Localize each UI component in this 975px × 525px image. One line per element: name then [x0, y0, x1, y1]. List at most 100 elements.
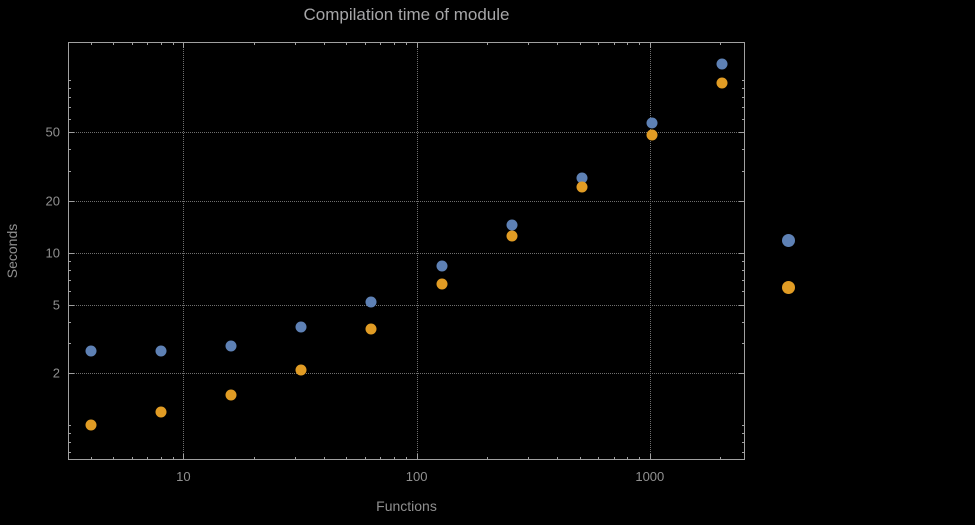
axis-tick [68, 269, 71, 271]
axis-tick [739, 132, 745, 134]
axis-tick [68, 321, 71, 323]
axis-tick [405, 457, 407, 460]
axis-tick [627, 457, 629, 460]
axis-tick [742, 107, 745, 109]
axis-tick [742, 433, 745, 435]
axis-tick [719, 457, 721, 460]
axis-tick [393, 457, 395, 460]
axis-tick [639, 42, 641, 45]
data-point-series-blue [506, 219, 518, 231]
data-point-series-orange [295, 364, 307, 376]
axis-tick [598, 42, 600, 45]
axis-tick [527, 457, 529, 460]
axis-tick [380, 42, 382, 45]
gridline-y [68, 304, 745, 306]
y-tick-label: 5 [52, 297, 60, 313]
axis-tick [579, 42, 581, 45]
axis-tick [739, 252, 745, 254]
data-point-series-blue [646, 117, 658, 129]
axis-tick [649, 42, 651, 48]
axis-tick [160, 457, 162, 460]
axis-tick [346, 42, 348, 45]
axis-tick [742, 260, 745, 262]
axis-tick [68, 452, 71, 454]
axis-tick [294, 457, 296, 460]
axis-tick [639, 457, 641, 460]
axis-tick [68, 118, 71, 120]
x-tick-label: 10 [176, 469, 191, 484]
axis-tick [742, 279, 745, 281]
y-tick-label: 10 [45, 245, 60, 261]
axis-tick [68, 260, 71, 262]
axis-tick [742, 88, 745, 90]
axis-tick [68, 425, 71, 427]
axis-tick [253, 457, 255, 460]
axis-tick [742, 321, 745, 323]
axis-tick [172, 42, 174, 45]
gridline-x [649, 42, 651, 460]
axis-tick [380, 457, 382, 460]
legend [782, 234, 795, 294]
axis-tick [742, 269, 745, 271]
axis-tick [742, 452, 745, 454]
axis-tick [742, 343, 745, 345]
axis-tick [742, 97, 745, 99]
data-point-series-orange [85, 419, 97, 431]
axis-tick [486, 42, 488, 45]
axis-tick [613, 457, 615, 460]
axis-tick [742, 80, 745, 82]
axis-tick [294, 42, 296, 45]
axis-tick [147, 42, 149, 45]
data-point-series-orange [716, 77, 728, 89]
data-point-series-orange [506, 230, 518, 242]
axis-tick [113, 42, 115, 45]
axis-tick [579, 457, 581, 460]
legend-marker [782, 281, 795, 294]
x-tick-label: 1000 [635, 469, 665, 484]
axis-tick [68, 252, 74, 254]
axis-tick [131, 42, 133, 45]
axis-tick [68, 291, 71, 293]
data-point-series-orange [155, 406, 167, 418]
axis-tick [556, 457, 558, 460]
axis-tick [323, 457, 325, 460]
plot-area [68, 42, 745, 460]
data-point-series-blue [576, 172, 588, 184]
y-tick-label: 2 [52, 365, 60, 381]
axis-tick [627, 42, 629, 45]
axis-tick [742, 291, 745, 293]
axis-tick [68, 88, 71, 90]
data-point-series-blue [155, 345, 167, 357]
axis-tick [739, 304, 745, 306]
gridline-x [183, 42, 185, 460]
axis-tick [68, 80, 71, 82]
axis-tick [68, 442, 71, 444]
data-point-series-blue [295, 321, 307, 333]
chart-title: Compilation time of module [303, 5, 510, 24]
axis-tick [68, 149, 71, 151]
gridline-y [68, 252, 745, 254]
axis-tick [598, 457, 600, 460]
data-point-series-blue [225, 340, 237, 352]
data-point-series-blue [716, 58, 728, 70]
axis-tick [323, 42, 325, 45]
axis-tick [649, 454, 651, 460]
axis-tick [742, 442, 745, 444]
data-point-series-blue [436, 260, 448, 272]
axis-tick [364, 457, 366, 460]
y-tick-label: 20 [45, 193, 60, 209]
gridline-y [68, 132, 745, 134]
axis-tick [68, 343, 71, 345]
axis-tick [183, 42, 185, 48]
data-point-series-blue [365, 296, 377, 308]
x-tick-label: 100 [405, 469, 428, 484]
axis-tick [486, 457, 488, 460]
axis-tick [719, 42, 721, 45]
data-point-series-orange [365, 323, 377, 335]
axis-tick [183, 454, 185, 460]
axis-tick [68, 132, 74, 134]
legend-marker [782, 234, 795, 247]
axis-tick [393, 42, 395, 45]
axis-tick [68, 107, 71, 109]
